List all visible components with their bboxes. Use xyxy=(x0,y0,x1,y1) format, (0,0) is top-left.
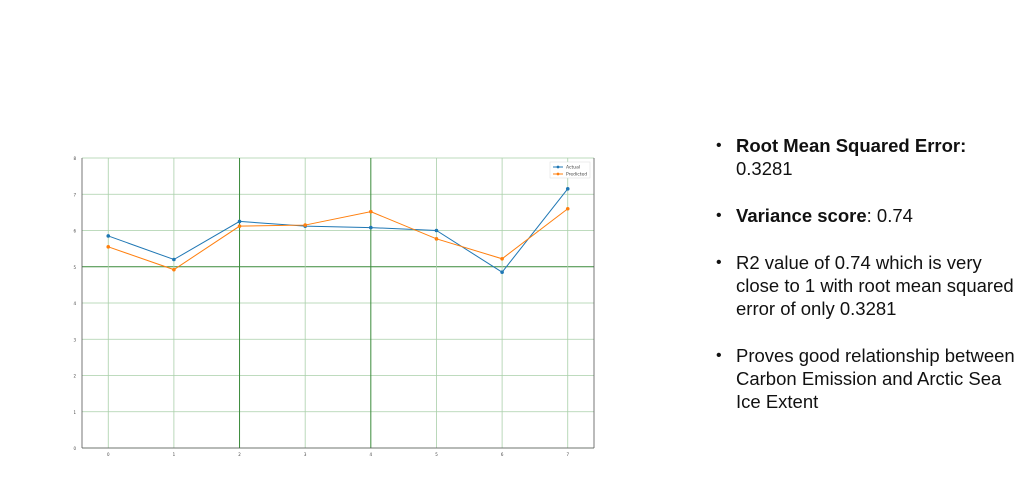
metrics-list: Root Mean Squared Error: 0.3281 Variance… xyxy=(712,134,1022,437)
data-point-actual xyxy=(369,225,373,230)
data-point-actual xyxy=(237,219,242,224)
x-tick-labels: 0 1 2 3 4 5 6 7 xyxy=(107,452,569,457)
data-point-actual xyxy=(565,187,570,191)
data-point-predicted xyxy=(172,267,176,272)
legend-swatch-marker xyxy=(556,165,560,169)
x-tick-label: 4 xyxy=(370,452,373,457)
series-points xyxy=(106,187,570,274)
bullet-r2: R2 value of 0.74 which is very close to … xyxy=(712,251,1022,320)
y-tick-label: 7 xyxy=(73,192,76,197)
bullet-rmse-label: Root Mean Squared Error: xyxy=(736,135,967,156)
x-tick-label: 2 xyxy=(238,452,241,457)
y-tick-label: 4 xyxy=(73,301,76,306)
bullet-conclusion: Proves good relationship between Carbon … xyxy=(712,344,1022,413)
data-point-predicted xyxy=(500,256,504,261)
bullet-rmse: Root Mean Squared Error: 0.3281 xyxy=(712,134,1022,180)
bullet-variance-value: : 0.74 xyxy=(866,205,913,226)
x-tick-label: 3 xyxy=(304,452,307,457)
y-tick-label: 8 xyxy=(73,156,76,161)
x-tick-label: 6 xyxy=(501,452,504,457)
bullet-r2-text: R2 value of 0.74 which is very close to … xyxy=(736,252,1014,319)
data-point-actual xyxy=(434,228,439,233)
y-tick-labels: 0 1 2 3 4 5 6 7 8 xyxy=(73,156,76,451)
series-line-predicted xyxy=(108,208,569,271)
y-tick-label: 3 xyxy=(73,337,76,342)
data-point-predicted xyxy=(369,209,373,214)
bullet-rmse-value: 0.3281 xyxy=(736,158,793,179)
x-tick-label: 0 xyxy=(107,452,110,457)
data-point-actual xyxy=(172,257,176,262)
x-tick-label: 5 xyxy=(435,452,438,457)
x-tick-label: 1 xyxy=(173,452,176,457)
series-lines xyxy=(108,188,569,273)
x-tick-label: 7 xyxy=(566,452,569,457)
y-tick-label: 5 xyxy=(73,265,76,270)
bullet-conclusion-text: Proves good relationship between Carbon … xyxy=(736,345,1015,412)
y-tick-label: 1 xyxy=(73,410,76,415)
series-line-actual xyxy=(108,188,569,273)
data-point-predicted xyxy=(106,245,111,249)
bullet-variance: Variance score: 0.74 xyxy=(712,204,1022,227)
data-point-predicted xyxy=(303,223,307,227)
y-tick-label: 0 xyxy=(73,446,76,451)
data-point-actual xyxy=(106,234,111,238)
bullet-variance-label: Variance score xyxy=(736,205,867,226)
legend-label: Actual xyxy=(566,165,580,171)
legend-label: Predicted xyxy=(566,172,587,178)
data-point-predicted xyxy=(237,224,242,228)
y-tick-label: 6 xyxy=(73,229,76,234)
legend-swatch-marker xyxy=(556,172,560,176)
data-point-predicted xyxy=(434,237,439,241)
data-point-actual xyxy=(500,270,504,274)
chart-grid xyxy=(81,157,595,449)
y-tick-label: 2 xyxy=(73,374,76,379)
data-point-predicted xyxy=(565,206,570,211)
